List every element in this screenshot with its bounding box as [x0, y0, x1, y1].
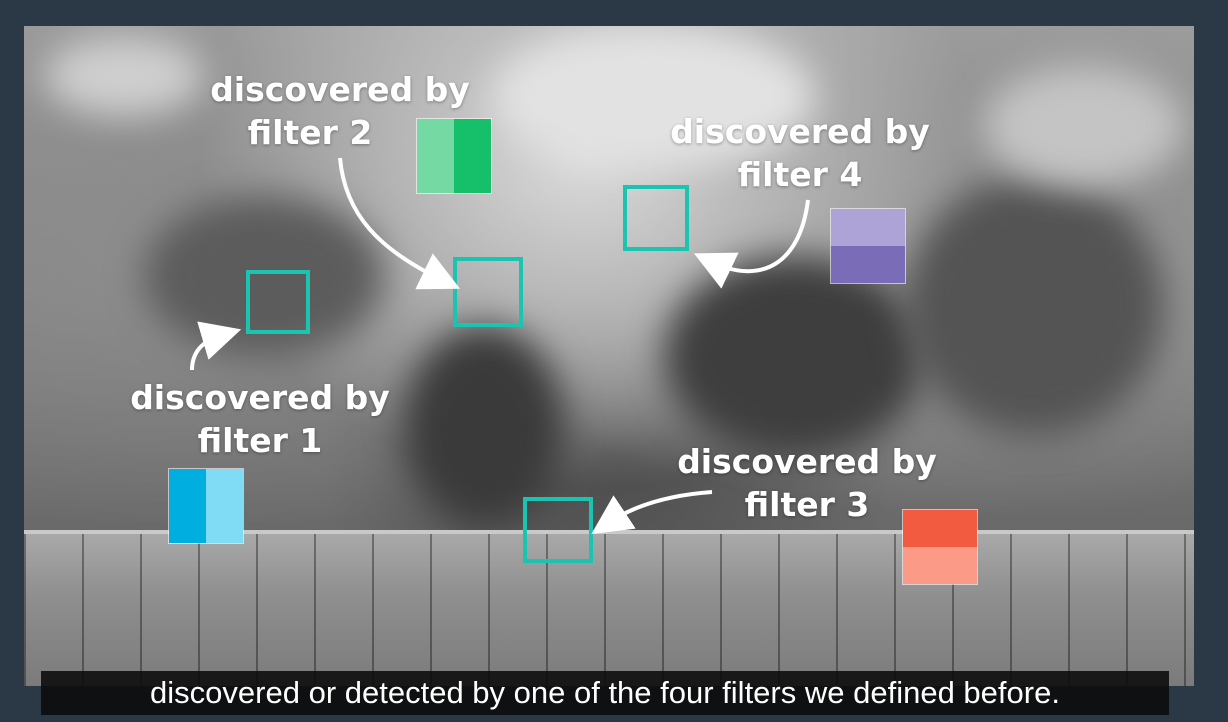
background-path	[404, 326, 564, 526]
background-tree	[904, 176, 1164, 436]
video-frame	[24, 26, 1194, 686]
filter-4-swatch	[830, 208, 906, 284]
background-house	[984, 66, 1184, 186]
wooden-floor	[24, 534, 1194, 686]
subtitle-caption: discovered or detected by one of the fou…	[41, 671, 1169, 715]
background-sky	[494, 26, 814, 166]
detection-box-filter-4	[623, 185, 689, 251]
detection-box-filter-2	[453, 257, 523, 327]
label-filter-4: discovered by filter 4	[670, 112, 930, 194]
detection-box-filter-1	[246, 270, 310, 334]
background-sign	[44, 36, 204, 116]
filter-3-swatch	[902, 509, 978, 585]
label-filter-2: discovered by filter 2	[210, 70, 470, 152]
background-bush	[664, 256, 924, 456]
filter-1-swatch	[168, 468, 244, 544]
label-filter-1: discovered by filter 1	[130, 378, 390, 460]
label-filter-3: discovered by filter 3	[677, 442, 937, 524]
filter-2-swatch	[416, 118, 492, 194]
detection-box-filter-3	[523, 497, 593, 563]
